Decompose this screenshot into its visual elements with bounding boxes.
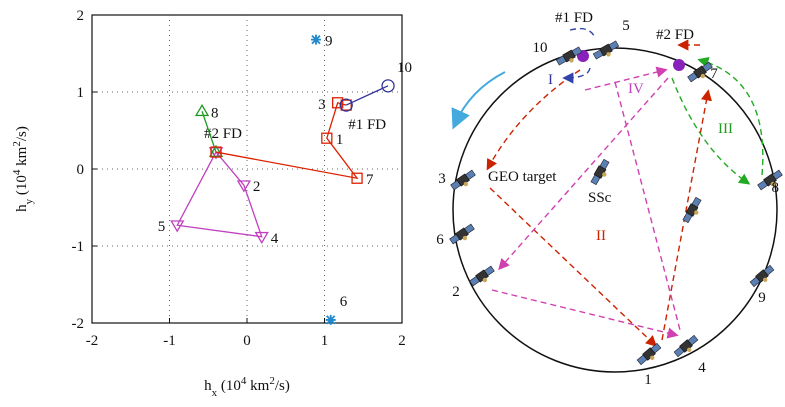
arrow xyxy=(565,68,590,78)
marker xyxy=(256,233,268,243)
arrow xyxy=(490,188,655,345)
satellite-label: 5 xyxy=(622,18,630,34)
satellite-label: 2 xyxy=(452,284,460,300)
y-axis-label: hy (104 km2/s) xyxy=(11,126,35,212)
diagram: 1 2 3 4 5 6 7 8 9 10 #1 FD #2 FD I II III IV GEO … xyxy=(436,10,785,388)
satellite-label: 4 xyxy=(698,360,706,376)
y-tick-label: 2 xyxy=(77,8,85,24)
marker xyxy=(311,35,321,45)
satellite-label: 8 xyxy=(772,180,780,196)
x-axis-label: hx (104 km2/s) xyxy=(204,375,290,399)
x-tick-label: 2 xyxy=(398,333,406,349)
y-axis-label-part: (10 xyxy=(14,175,30,199)
satellite xyxy=(749,265,776,290)
marker xyxy=(326,315,336,325)
geo-orbit xyxy=(453,48,777,372)
y-axis-label-part: km xyxy=(14,146,30,169)
series-line xyxy=(346,86,388,105)
x-tick-label: 1 xyxy=(321,333,329,349)
fd-label: #1 FD xyxy=(555,10,593,26)
arrow xyxy=(672,78,748,183)
target-label: GEO target xyxy=(488,169,557,185)
x-tick-label: 0 xyxy=(243,333,251,349)
x-tick-label: -2 xyxy=(86,333,99,349)
point-label: 4 xyxy=(271,231,279,247)
satellite-label: 7 xyxy=(710,66,718,82)
arrow xyxy=(488,70,580,168)
x-axis-label-part: /s) xyxy=(275,378,290,394)
point-label: #1 FD xyxy=(348,117,386,133)
transfer-arrows xyxy=(488,29,763,345)
point-label: 8 xyxy=(211,105,219,121)
point-label: 3 xyxy=(318,97,326,113)
satellite-label: 3 xyxy=(438,171,446,187)
satellite-label: 10 xyxy=(533,40,548,56)
fd-point xyxy=(673,59,685,71)
satellite xyxy=(673,335,700,360)
point-label: 9 xyxy=(325,34,333,50)
satellite xyxy=(469,265,497,289)
y-tick-label: -1 xyxy=(72,239,85,255)
satellite xyxy=(593,40,621,63)
point-label: 2 xyxy=(253,179,261,195)
satellite-label: 6 xyxy=(436,232,444,248)
x-tick-label: -1 xyxy=(163,333,176,349)
satellite-label: 1 xyxy=(644,372,652,388)
marker xyxy=(196,105,208,115)
fd-label: #2 FD xyxy=(656,27,694,43)
point-label: 6 xyxy=(340,294,348,310)
arrow xyxy=(492,290,676,335)
y-tick-label: 0 xyxy=(77,162,85,178)
arrow xyxy=(570,29,595,38)
arrow xyxy=(615,82,680,330)
point-label: 10 xyxy=(397,60,412,76)
y-tick-label: 1 xyxy=(77,85,85,101)
x-axis-label-part: km xyxy=(246,378,269,394)
satellite-label: 9 xyxy=(758,290,766,306)
satellite xyxy=(450,169,478,193)
chart: -2 -1 0 1 2 -2 -1 0 1 2 hx (104 km2/s) hy (104 km2/… xyxy=(11,8,412,399)
point-label: 5 xyxy=(158,219,166,235)
phase-label: III xyxy=(718,121,733,137)
point-label: 1 xyxy=(336,132,344,148)
x-axis-label-part: (10 xyxy=(217,378,241,394)
point-label: 7 xyxy=(366,172,374,188)
center-label: SSc xyxy=(588,190,612,206)
y-axis-label-part: /s) xyxy=(14,126,30,141)
y-tick-label: -2 xyxy=(72,316,85,332)
phase-label: I xyxy=(548,72,553,88)
figure: -2 -1 0 1 2 -2 -1 0 1 2 hx (104 km2/s) hy (104 km2/… xyxy=(0,0,785,402)
series-line xyxy=(177,152,261,237)
arrow xyxy=(585,70,665,90)
satellite xyxy=(636,343,663,368)
phase-label: IV xyxy=(628,81,644,97)
phase-label: II xyxy=(596,228,606,244)
